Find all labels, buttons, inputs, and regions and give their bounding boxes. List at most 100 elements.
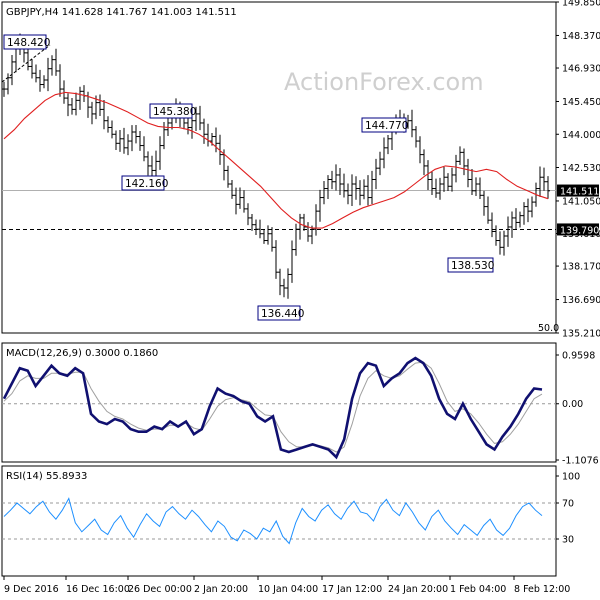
macd-tick-label: 0.00 xyxy=(562,399,583,410)
x-tick-label: 9 Dec 2016 xyxy=(4,584,59,595)
ohlc-bar xyxy=(358,180,362,206)
ohlc-bar xyxy=(282,278,286,298)
annotation-label: 138.530 xyxy=(451,260,494,272)
ohlc-bar xyxy=(434,178,438,198)
ohlc-bar xyxy=(350,174,354,206)
ohlc-bar xyxy=(326,175,330,200)
ohlc-bar xyxy=(34,64,38,83)
ohlc-bar xyxy=(54,48,58,76)
ohlc-bar xyxy=(514,208,518,230)
price-tag-label: 141.511 xyxy=(560,187,599,198)
x-tick-label: 2 Jan 20:00 xyxy=(194,584,248,595)
ohlc-bar xyxy=(542,167,546,191)
moving-average-line xyxy=(3,91,549,229)
ohlc-bar xyxy=(414,126,418,148)
ohlc-bar xyxy=(422,149,426,176)
price-levels xyxy=(2,190,556,230)
ohlc-bar xyxy=(122,127,126,154)
ohlc-bar xyxy=(90,101,94,125)
price-tick-label: 148.370 xyxy=(562,31,600,42)
x-tick-label: 10 Jan 04:00 xyxy=(258,584,318,595)
annotation-label: 136.440 xyxy=(261,308,304,320)
ohlc-bar xyxy=(474,177,478,196)
ohlc-bar xyxy=(318,189,322,222)
rsi-panel-frame xyxy=(1,465,557,577)
ohlc-bar xyxy=(274,240,278,279)
ohlc-bar xyxy=(366,175,370,206)
macd-tick-label: -1.1076 xyxy=(562,456,599,467)
price-annotations: 148.420 145.380 142.160 136.440 144.770 138.5… xyxy=(3,34,494,321)
annotation-label: 148.420 xyxy=(7,37,50,49)
ohlc-bar xyxy=(262,229,266,244)
ohlc-bar xyxy=(470,168,474,196)
ohlc-bar xyxy=(466,158,470,188)
price-panel-frame xyxy=(1,1,557,334)
ohlc-bar xyxy=(410,109,414,138)
ohlc-bar xyxy=(158,136,162,170)
ohlc-bar xyxy=(42,75,46,89)
ohlc-bar xyxy=(442,166,446,192)
price-annotation: 148.420 xyxy=(3,34,50,50)
price-tick-label: 144.000 xyxy=(562,130,600,141)
ohlc-bar xyxy=(462,148,466,176)
price-tick-label: 149.850 xyxy=(562,0,600,9)
x-tick-label: 8 Feb 12:00 xyxy=(514,584,570,595)
macd-line xyxy=(2,356,543,460)
rsi-y-axis: 100 70 30 xyxy=(2,472,580,546)
price-tick-label: 136.690 xyxy=(562,295,600,306)
ohlc-bar xyxy=(130,125,134,152)
ohlc-bar xyxy=(226,165,230,188)
price-annotation: 144.770 xyxy=(361,117,408,133)
ohlc-bar xyxy=(266,225,270,245)
ohlc-bar xyxy=(118,130,122,152)
ohlc-bar xyxy=(522,202,526,225)
ohlc-bar xyxy=(490,212,494,238)
price-tick-label: 135.210 xyxy=(562,329,600,340)
price-tag-box xyxy=(557,223,599,236)
ohlc-bar xyxy=(530,196,534,218)
ohlc-bar xyxy=(214,127,218,153)
ohlc-bar xyxy=(146,151,150,176)
ohlc-bar xyxy=(270,227,274,252)
x-tick-label: 1 Feb 04:00 xyxy=(450,584,506,595)
annotation-box xyxy=(361,117,407,133)
ohlc-bar xyxy=(110,120,114,139)
ohlc-bar xyxy=(314,204,318,236)
ohlc-bar xyxy=(526,198,530,223)
ohlc-bar xyxy=(202,118,206,144)
ohlc-bar xyxy=(426,160,430,191)
ohlc-bar xyxy=(354,176,358,200)
annotation-box xyxy=(149,103,193,119)
rsi-panel-title: RSI(14) 55.8933 xyxy=(6,471,87,482)
ohlc-bar xyxy=(38,69,42,92)
ohlc-bar xyxy=(386,134,390,155)
ohlc-bar xyxy=(378,151,382,176)
ohlc-bar xyxy=(10,55,14,86)
price-tags: 141.511 139.790 xyxy=(557,184,599,236)
ohlc-bar xyxy=(330,170,334,190)
macd-panel: MACD(12,26,9) 0.3000 0.1860 0.9598 0.00 -1… xyxy=(1,342,599,467)
rsi-line xyxy=(3,497,543,545)
ohlc-bar xyxy=(538,166,542,197)
price-annotation: 136.440 xyxy=(257,305,304,321)
ohlc-bar xyxy=(322,180,326,205)
annotation-label: 145.380 xyxy=(153,106,196,118)
ohlc-bar xyxy=(382,137,386,169)
ohlc-bar xyxy=(102,99,106,130)
x-tick-label: 17 Jan 12:00 xyxy=(322,584,382,595)
ohlc-bar xyxy=(126,134,130,156)
price-tag-box xyxy=(557,184,599,197)
ohlc-bar xyxy=(190,116,194,139)
price-tick-label: 141.050 xyxy=(562,196,600,207)
ohlc-bar xyxy=(294,223,298,256)
ohlc-bar xyxy=(250,214,254,231)
annotation-box xyxy=(3,34,47,50)
ohlc-bar xyxy=(234,187,238,215)
ohlc-bar xyxy=(334,164,338,191)
price-tick-label: 142.530 xyxy=(562,163,600,174)
ohlc-bar xyxy=(66,93,70,117)
ohlc-bar xyxy=(342,173,346,198)
rsi-panel: RSI(14) 55.8933 100 70 30 xyxy=(1,465,580,577)
